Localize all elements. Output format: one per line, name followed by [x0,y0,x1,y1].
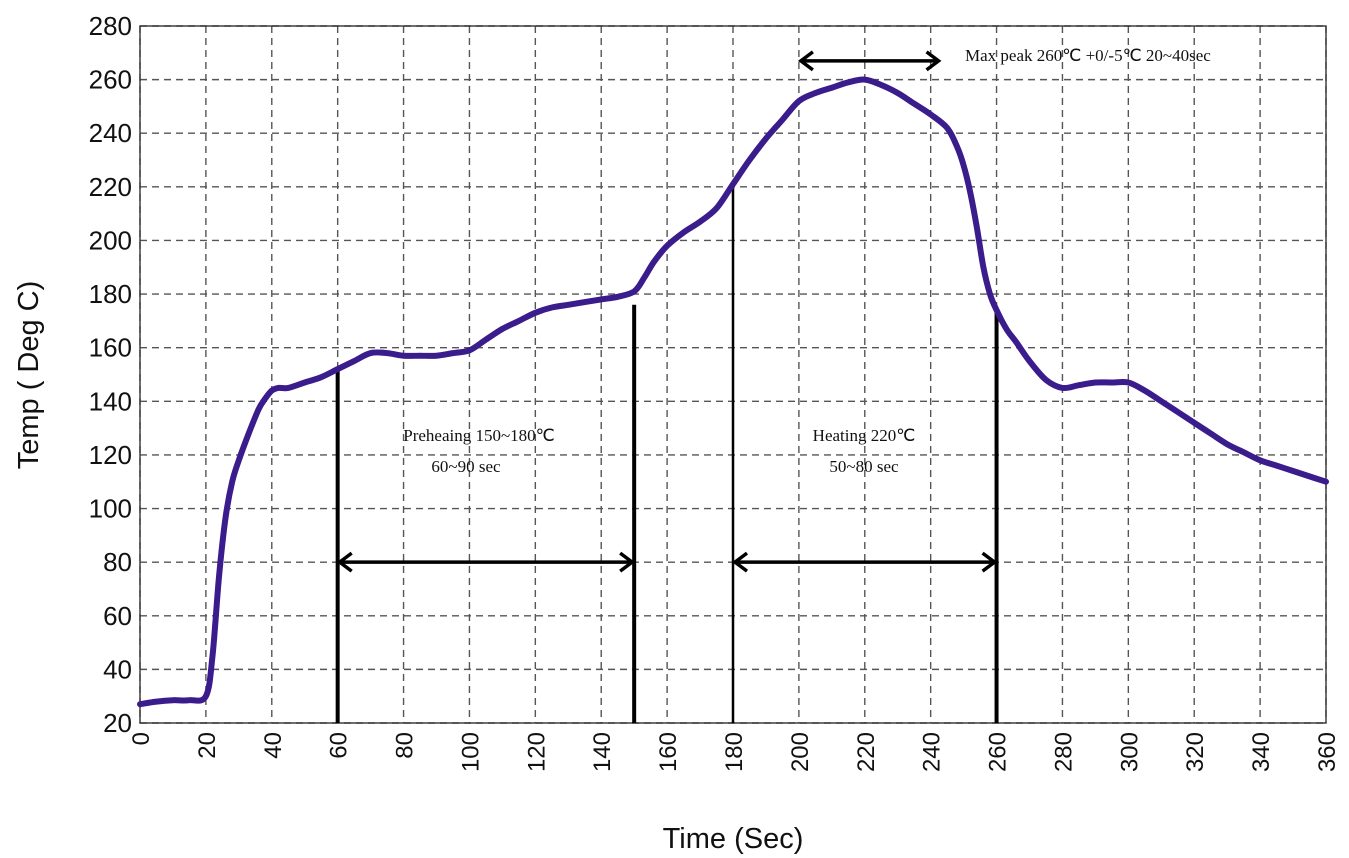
x-tick-label: 320 [1182,732,1209,772]
y-tick-label: 280 [89,11,132,41]
x-tick-label: 360 [1314,732,1341,772]
x-tick-label: 240 [919,732,946,772]
y-tick-label: 140 [89,386,132,416]
y-tick-label: 80 [103,547,132,577]
y-tick-label: 200 [89,225,132,255]
y-tick-label: 100 [89,494,132,524]
y-tick-label: 120 [89,440,132,470]
y-tick-label: 40 [103,654,132,684]
x-tick-label: 100 [457,732,484,772]
x-tick-label: 20 [194,732,221,759]
x-tick-label: 120 [523,732,550,772]
temperature-profile-line [137,76,1329,708]
preheating-label-line2: 60~90 sec [431,457,501,476]
double-arrow-1 [732,551,998,573]
preheating-label-line1: Preheaing 150~180℃ [403,426,555,445]
double-arrow-0 [336,551,636,573]
x-tick-label: 80 [392,732,419,759]
y-tick-label: 260 [89,65,132,95]
y-tick-label: 240 [89,118,132,148]
arrow-head-left [732,551,749,573]
heating-label-line2: 50~80 sec [829,457,899,476]
x-tick-label: 60 [326,732,353,759]
x-tick-labels: 0 20 40 60 80 100 120 140 160 180 200 220 240 260 280 3… [128,732,1341,772]
zone-markers [335,50,999,723]
x-tick-label: 0 [128,732,155,745]
x-tick-label: 280 [1050,732,1077,772]
x-tick-label: 40 [260,732,287,759]
max-peak-label: Max peak 260℃ +0/-5℃ 20~40sec [965,46,1211,65]
x-tick-label: 200 [787,732,814,772]
x-tick-label: 180 [721,732,748,772]
x-tick-label: 340 [1248,732,1275,772]
y-axis-title: Temp ( Deg C) [13,281,45,470]
y-tick-labels: 20 40 60 80 100 120 140 160 180 200 220 240 260 280 [89,11,132,738]
y-tick-label: 20 [103,708,132,738]
arrow-head-right [981,551,998,573]
x-tick-label: 140 [589,732,616,772]
arrow-head-left [336,551,353,573]
y-tick-label: 180 [89,279,132,309]
x-tick-label: 260 [985,732,1012,772]
heating-label-line1: Heating 220℃ [813,426,916,445]
y-tick-label: 220 [89,172,132,202]
double-arrow-2 [797,50,942,72]
x-axis-title: Time (Sec) [663,823,804,855]
arrow-head-right [925,50,942,72]
x-tick-label: 220 [853,732,880,772]
x-tick-label: 300 [1116,732,1143,772]
arrow-head-left [797,50,814,72]
y-tick-label: 160 [89,333,132,363]
x-tick-label: 160 [655,732,682,772]
y-tick-label: 60 [103,601,132,631]
arrow-head-right [619,551,636,573]
series-group [137,76,1329,708]
